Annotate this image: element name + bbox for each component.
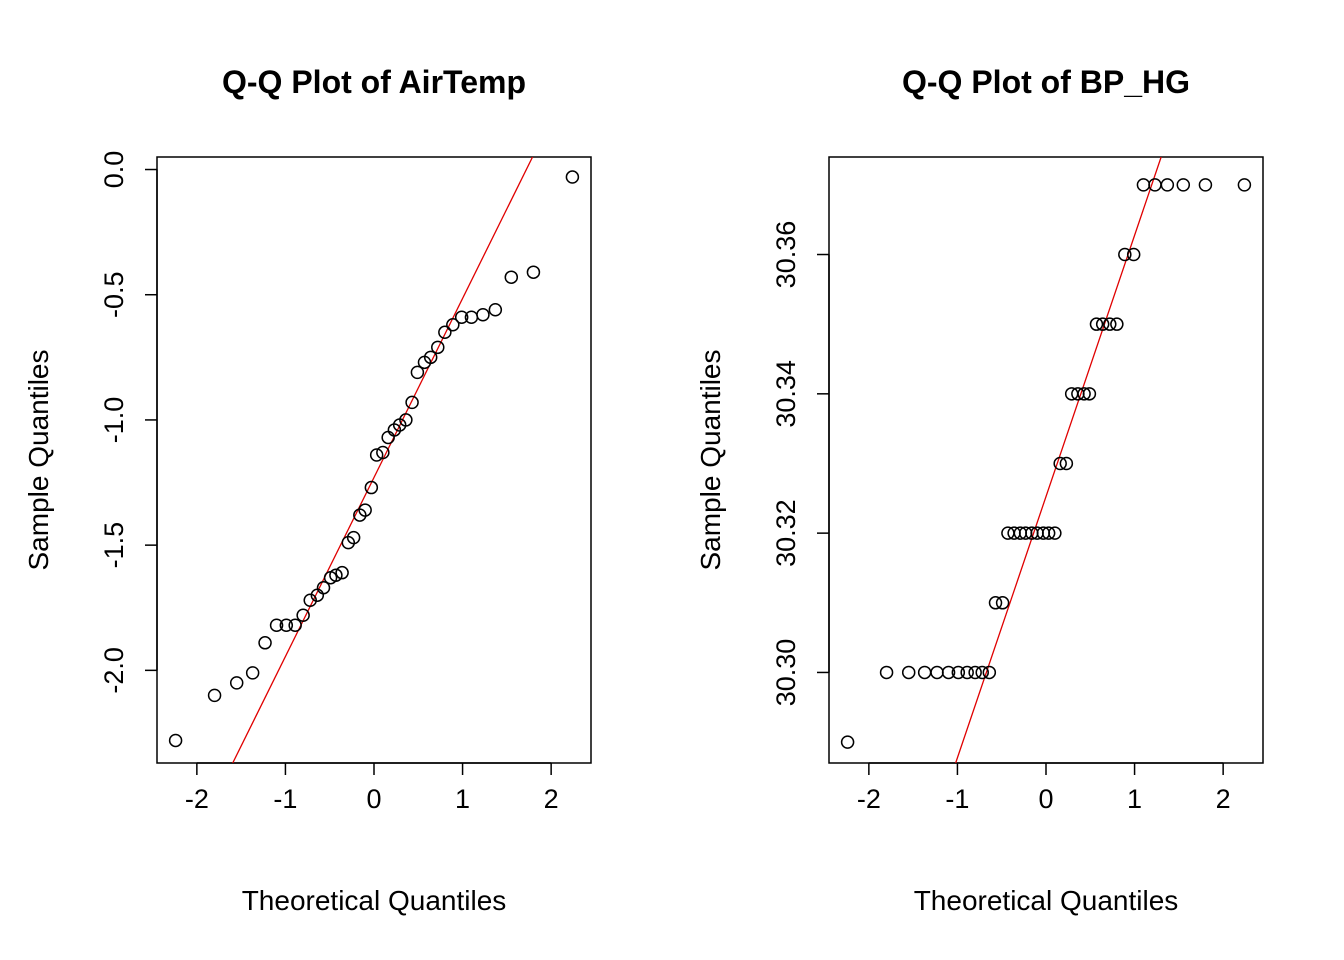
data-point (405, 395, 419, 410)
data-point (1126, 247, 1141, 262)
reference-line-airtemp (232, 157, 534, 763)
data-point (840, 735, 855, 749)
data-point (1089, 317, 1104, 331)
data-point (316, 580, 331, 595)
x-tick-label: 2 (544, 784, 559, 814)
y-tick-label: -2.0 (99, 647, 129, 694)
data-point (1160, 178, 1175, 192)
data-point (346, 530, 361, 545)
data-point (941, 665, 956, 680)
y-tick-label: 0.0 (99, 151, 129, 189)
data-point (376, 445, 390, 460)
data-point (565, 170, 580, 184)
x-tick-label: -2 (185, 784, 209, 814)
data-point (279, 618, 294, 633)
data-point (303, 593, 317, 607)
data-point (431, 340, 445, 355)
x-axis-label-airtemp: Theoretical Quantiles (242, 885, 507, 916)
reference-line-bp-hg (955, 157, 1162, 763)
y-axis-label-airtemp: Sample Quantiles (23, 349, 54, 570)
chart-title-airtemp: Q-Q Plot of AirTemp (222, 64, 526, 100)
y-tick-label: 30.32 (771, 499, 801, 567)
x-axis-label-bp-hg: Theoretical Quantiles (914, 885, 1179, 916)
data-point (245, 666, 260, 680)
x-tick-label: -1 (273, 784, 297, 814)
data-point (229, 676, 244, 690)
x-tick-label: -2 (857, 784, 881, 814)
data-point (1198, 178, 1213, 192)
data-point (438, 325, 452, 340)
data-point (975, 665, 989, 680)
data-point (1041, 526, 1056, 540)
data-point (168, 733, 183, 748)
qq-panel-bp-hg: Q-Q Plot of BP_HG Theoretical Quantiles … (695, 64, 1264, 916)
x-tick-label: 0 (366, 784, 381, 814)
data-point (879, 665, 894, 680)
data-point (1136, 178, 1151, 192)
x-tick-label: 2 (1216, 784, 1231, 814)
plot-area-bp-hg: -2 -1 0 1 2 30.30 30.32 30.34 30.36 (771, 156, 1264, 814)
data-point (446, 318, 460, 332)
data-point (988, 596, 1003, 610)
chart-title-bp-hg: Q-Q Plot of BP_HG (902, 64, 1190, 100)
plot-area-airtemp: -2 -1 0 1 2 -2.0 -1.5 -1.0 -0.5 0.0 (99, 151, 592, 814)
y-tick-label: 30.34 (771, 360, 801, 428)
qq-panel-airtemp: Q-Q Plot of AirTemp Theoretical Quantile… (23, 64, 592, 916)
data-point (1103, 317, 1117, 331)
data-point (399, 413, 413, 427)
data-point (1082, 387, 1097, 401)
x-tick-label: -1 (945, 784, 969, 814)
y-tick-label: 30.30 (771, 639, 801, 707)
data-point (410, 365, 425, 380)
data-point (995, 596, 1010, 610)
data-point (296, 608, 310, 623)
data-point (1077, 387, 1091, 401)
data-point (951, 665, 966, 680)
data-point (454, 310, 469, 325)
y-tick-label: -1.0 (99, 397, 129, 444)
plot-frame-bp-hg (828, 156, 1264, 764)
data-point (960, 665, 974, 680)
data-point (930, 665, 944, 680)
data-point (1237, 178, 1252, 192)
data-point (364, 480, 379, 495)
x-tick-label: 1 (455, 784, 470, 814)
data-point (526, 265, 541, 279)
data-point (269, 618, 284, 633)
data-point (258, 636, 272, 650)
data-point (476, 308, 490, 322)
x-tick-label: 1 (1127, 784, 1142, 814)
y-tick-label: 30.36 (771, 221, 801, 289)
data-point (901, 665, 916, 680)
data-point (1176, 178, 1191, 192)
data-point (982, 665, 997, 680)
data-point (1059, 456, 1074, 471)
y-tick-label: -1.5 (99, 522, 129, 569)
data-point (369, 448, 384, 462)
data-point (1118, 247, 1132, 262)
data-point (423, 350, 438, 365)
data-point (381, 430, 395, 445)
data-point (329, 568, 343, 582)
data-point (968, 665, 982, 680)
data-point (358, 503, 372, 517)
data-point (1148, 178, 1162, 192)
data-point (1110, 317, 1124, 331)
data-point (1053, 456, 1067, 471)
y-tick-label: -0.5 (99, 271, 129, 318)
data-point (917, 665, 932, 680)
data-point (288, 618, 302, 633)
x-tick-label: 0 (1038, 784, 1053, 814)
y-axis-label-bp-hg: Sample Quantiles (695, 349, 726, 570)
data-point (207, 688, 222, 703)
data-point (1048, 526, 1062, 540)
data-point (488, 303, 503, 317)
data-point (1095, 317, 1110, 331)
data-point (504, 270, 519, 284)
data-point (335, 565, 349, 580)
